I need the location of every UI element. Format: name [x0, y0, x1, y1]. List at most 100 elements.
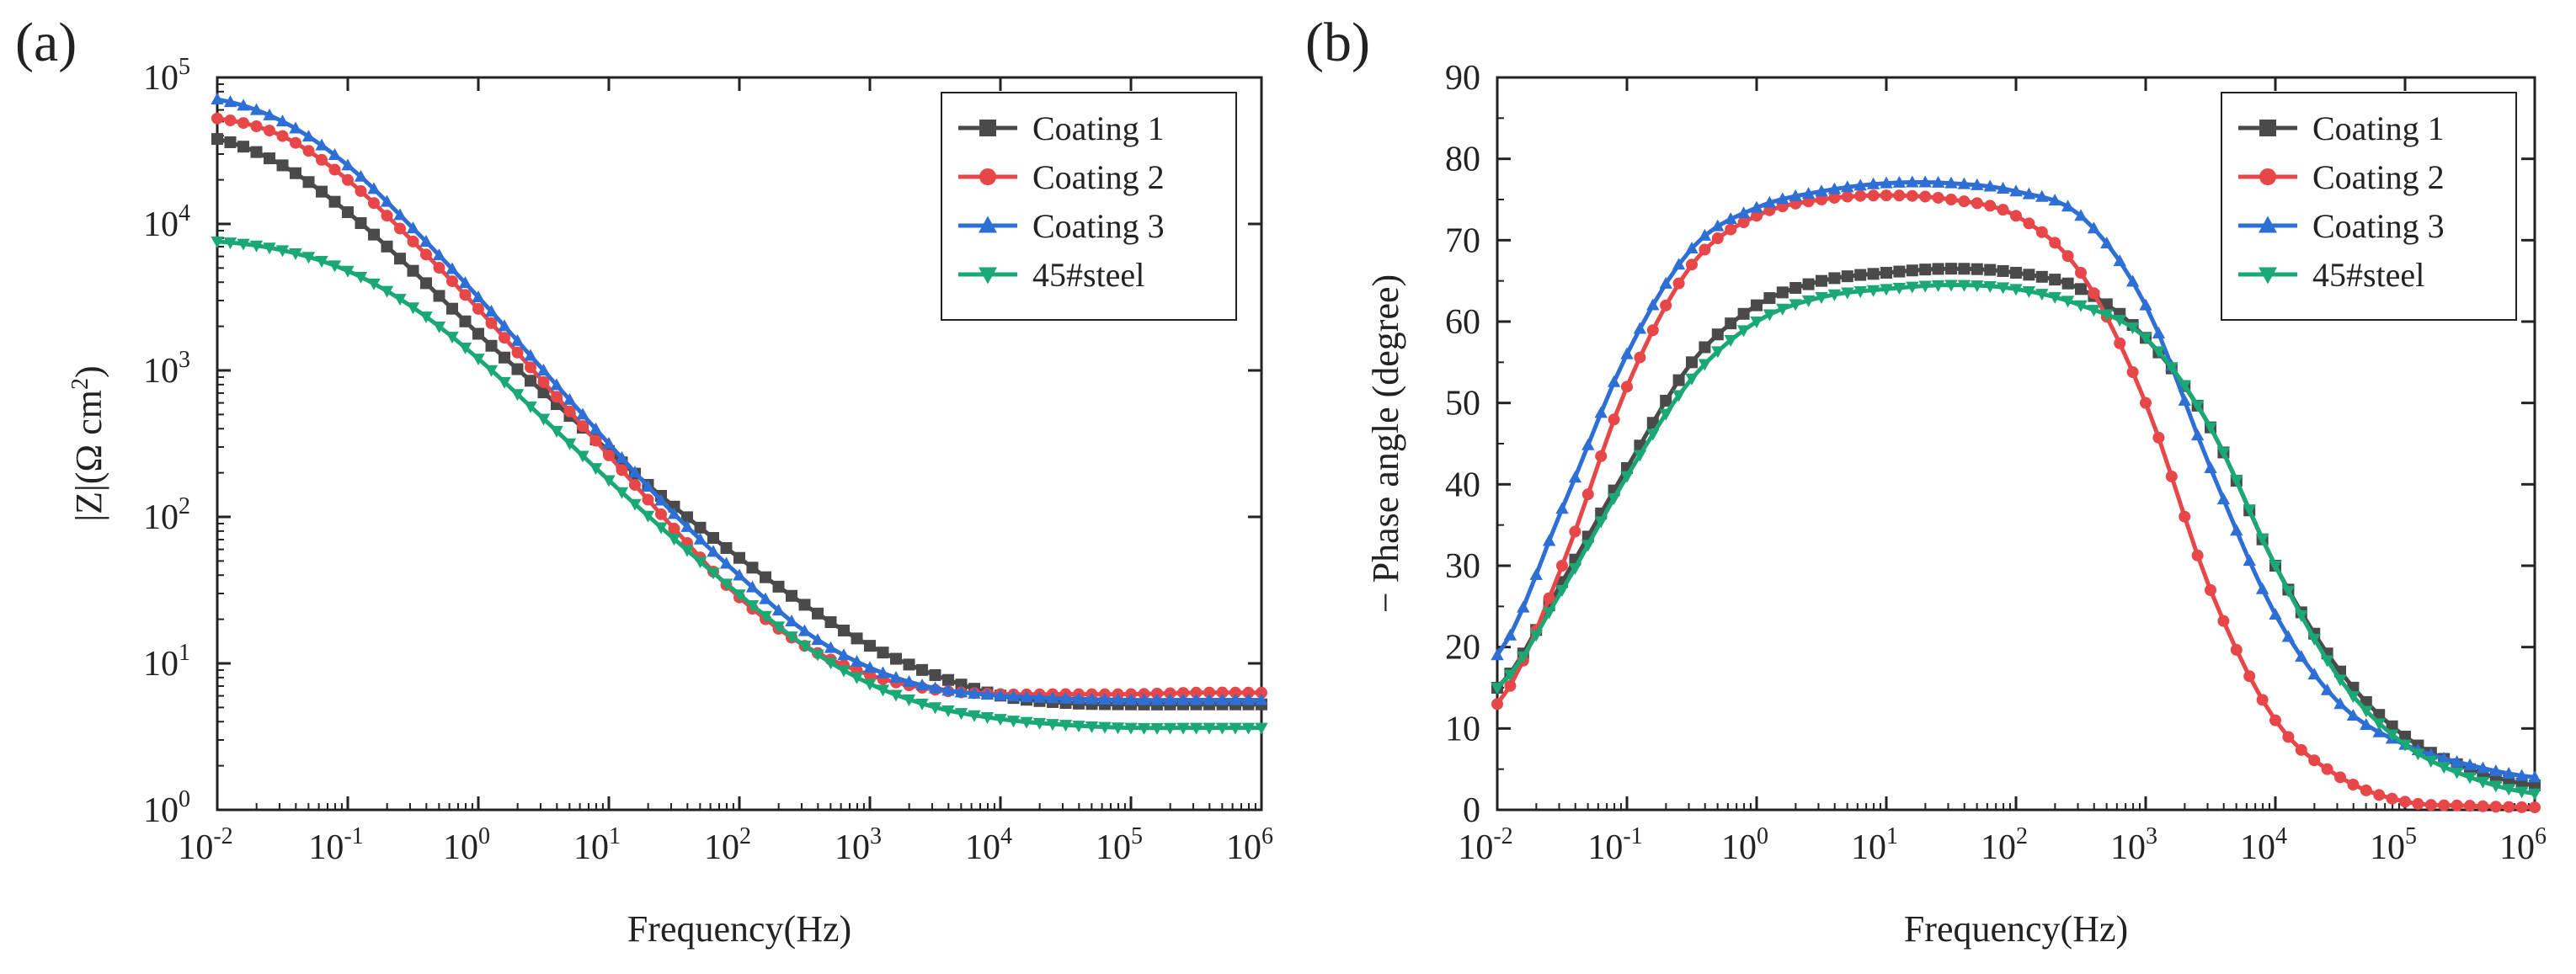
data-point	[289, 121, 302, 134]
data-point	[1607, 492, 1621, 505]
data-point	[1189, 722, 1203, 735]
legend-label: 45#steel	[1032, 256, 1144, 294]
legend-marker	[2259, 216, 2277, 233]
data-point	[1880, 189, 1892, 202]
data-point	[2451, 799, 2463, 812]
data-point	[903, 658, 915, 671]
data-point	[381, 240, 393, 253]
data-point	[525, 361, 536, 374]
data-point	[1542, 534, 1556, 546]
data-point	[2424, 755, 2438, 768]
data-point	[1763, 309, 1777, 322]
legend-marker	[979, 120, 996, 136]
legend-marker	[2259, 267, 2277, 285]
data-point	[1111, 693, 1125, 705]
data-point	[2476, 776, 2490, 789]
data-point	[1944, 176, 1958, 189]
data-point	[1124, 722, 1138, 735]
data-point	[2307, 633, 2321, 646]
data-point	[264, 125, 275, 137]
data-point	[2503, 801, 2515, 813]
data-point	[771, 621, 786, 634]
data-point	[2061, 200, 2075, 212]
data-point	[355, 217, 367, 230]
data-point	[1581, 438, 1595, 450]
data-point	[2061, 295, 2075, 308]
data-point	[1725, 223, 1737, 236]
x-tick-label: 10-1	[1587, 823, 1642, 867]
data-point	[1672, 390, 1686, 402]
data-point	[2320, 683, 2334, 695]
legend-label: 45#steel	[2312, 256, 2424, 294]
data-point	[2255, 582, 2269, 594]
data-point	[290, 167, 301, 179]
data-point	[2152, 346, 2166, 359]
data-point	[1672, 374, 1685, 386]
x-tick-label: 103	[2110, 823, 2157, 867]
data-point	[1880, 284, 1893, 296]
data-point	[2515, 786, 2529, 799]
x-tick-label: 105	[1096, 823, 1143, 867]
data-point	[1556, 560, 1568, 572]
data-point	[224, 136, 237, 148]
data-point	[1997, 204, 2009, 216]
data-point	[1906, 189, 1918, 202]
data-point	[550, 426, 563, 439]
data-point	[1686, 356, 1698, 369]
data-point	[1229, 693, 1242, 705]
data-point	[2424, 799, 2437, 812]
data-point	[223, 237, 237, 250]
data-point	[249, 103, 264, 115]
data-point	[1725, 317, 1737, 330]
panel-b-label: (b)	[1305, 12, 1370, 73]
data-point	[2010, 210, 2022, 222]
data-point	[1189, 693, 1203, 705]
data-point	[275, 114, 290, 127]
data-point	[1659, 276, 1672, 289]
data-point	[381, 210, 393, 222]
data-point	[1555, 502, 1569, 514]
data-point	[707, 545, 720, 557]
data-point	[1906, 281, 1919, 294]
data-point	[2023, 269, 2035, 281]
data-point	[406, 221, 420, 234]
data-point	[1229, 722, 1242, 735]
data-point	[2346, 709, 2360, 721]
data-point	[1203, 722, 1216, 735]
data-point	[2515, 769, 2529, 781]
data-point	[380, 194, 394, 207]
data-point	[2489, 764, 2503, 776]
data-point	[511, 346, 524, 359]
data-point	[524, 401, 537, 413]
data-point	[406, 302, 420, 315]
data-point	[2152, 431, 2165, 444]
data-point	[824, 641, 838, 653]
data-point	[2295, 650, 2308, 663]
data-point	[420, 248, 432, 261]
data-point	[2205, 584, 2216, 596]
data-point	[2165, 362, 2179, 375]
data-point	[2320, 655, 2334, 668]
data-point	[915, 678, 929, 690]
y-tick-label: 103	[143, 347, 190, 391]
data-point	[1517, 651, 1530, 663]
data-point	[785, 631, 798, 644]
data-point	[680, 545, 694, 557]
panel-a-series-group	[211, 93, 1268, 735]
data-point	[1983, 280, 1997, 293]
data-point	[433, 290, 445, 302]
data-point	[1020, 690, 1033, 703]
data-point	[2009, 284, 2023, 296]
data-point	[1711, 232, 1724, 245]
data-point	[1801, 295, 1816, 307]
data-point	[367, 278, 381, 290]
data-point	[760, 571, 771, 583]
x-tick-label: 102	[1981, 823, 2028, 867]
data-point	[2217, 615, 2230, 627]
y-tick-label: 20	[1445, 629, 1480, 668]
data-point	[1801, 187, 1816, 200]
data-point	[915, 698, 929, 711]
data-point	[589, 434, 602, 447]
panel-a-legend: Coating 1 Coating 2 Coating 3 45#steel	[941, 92, 1237, 321]
data-point	[628, 498, 642, 511]
